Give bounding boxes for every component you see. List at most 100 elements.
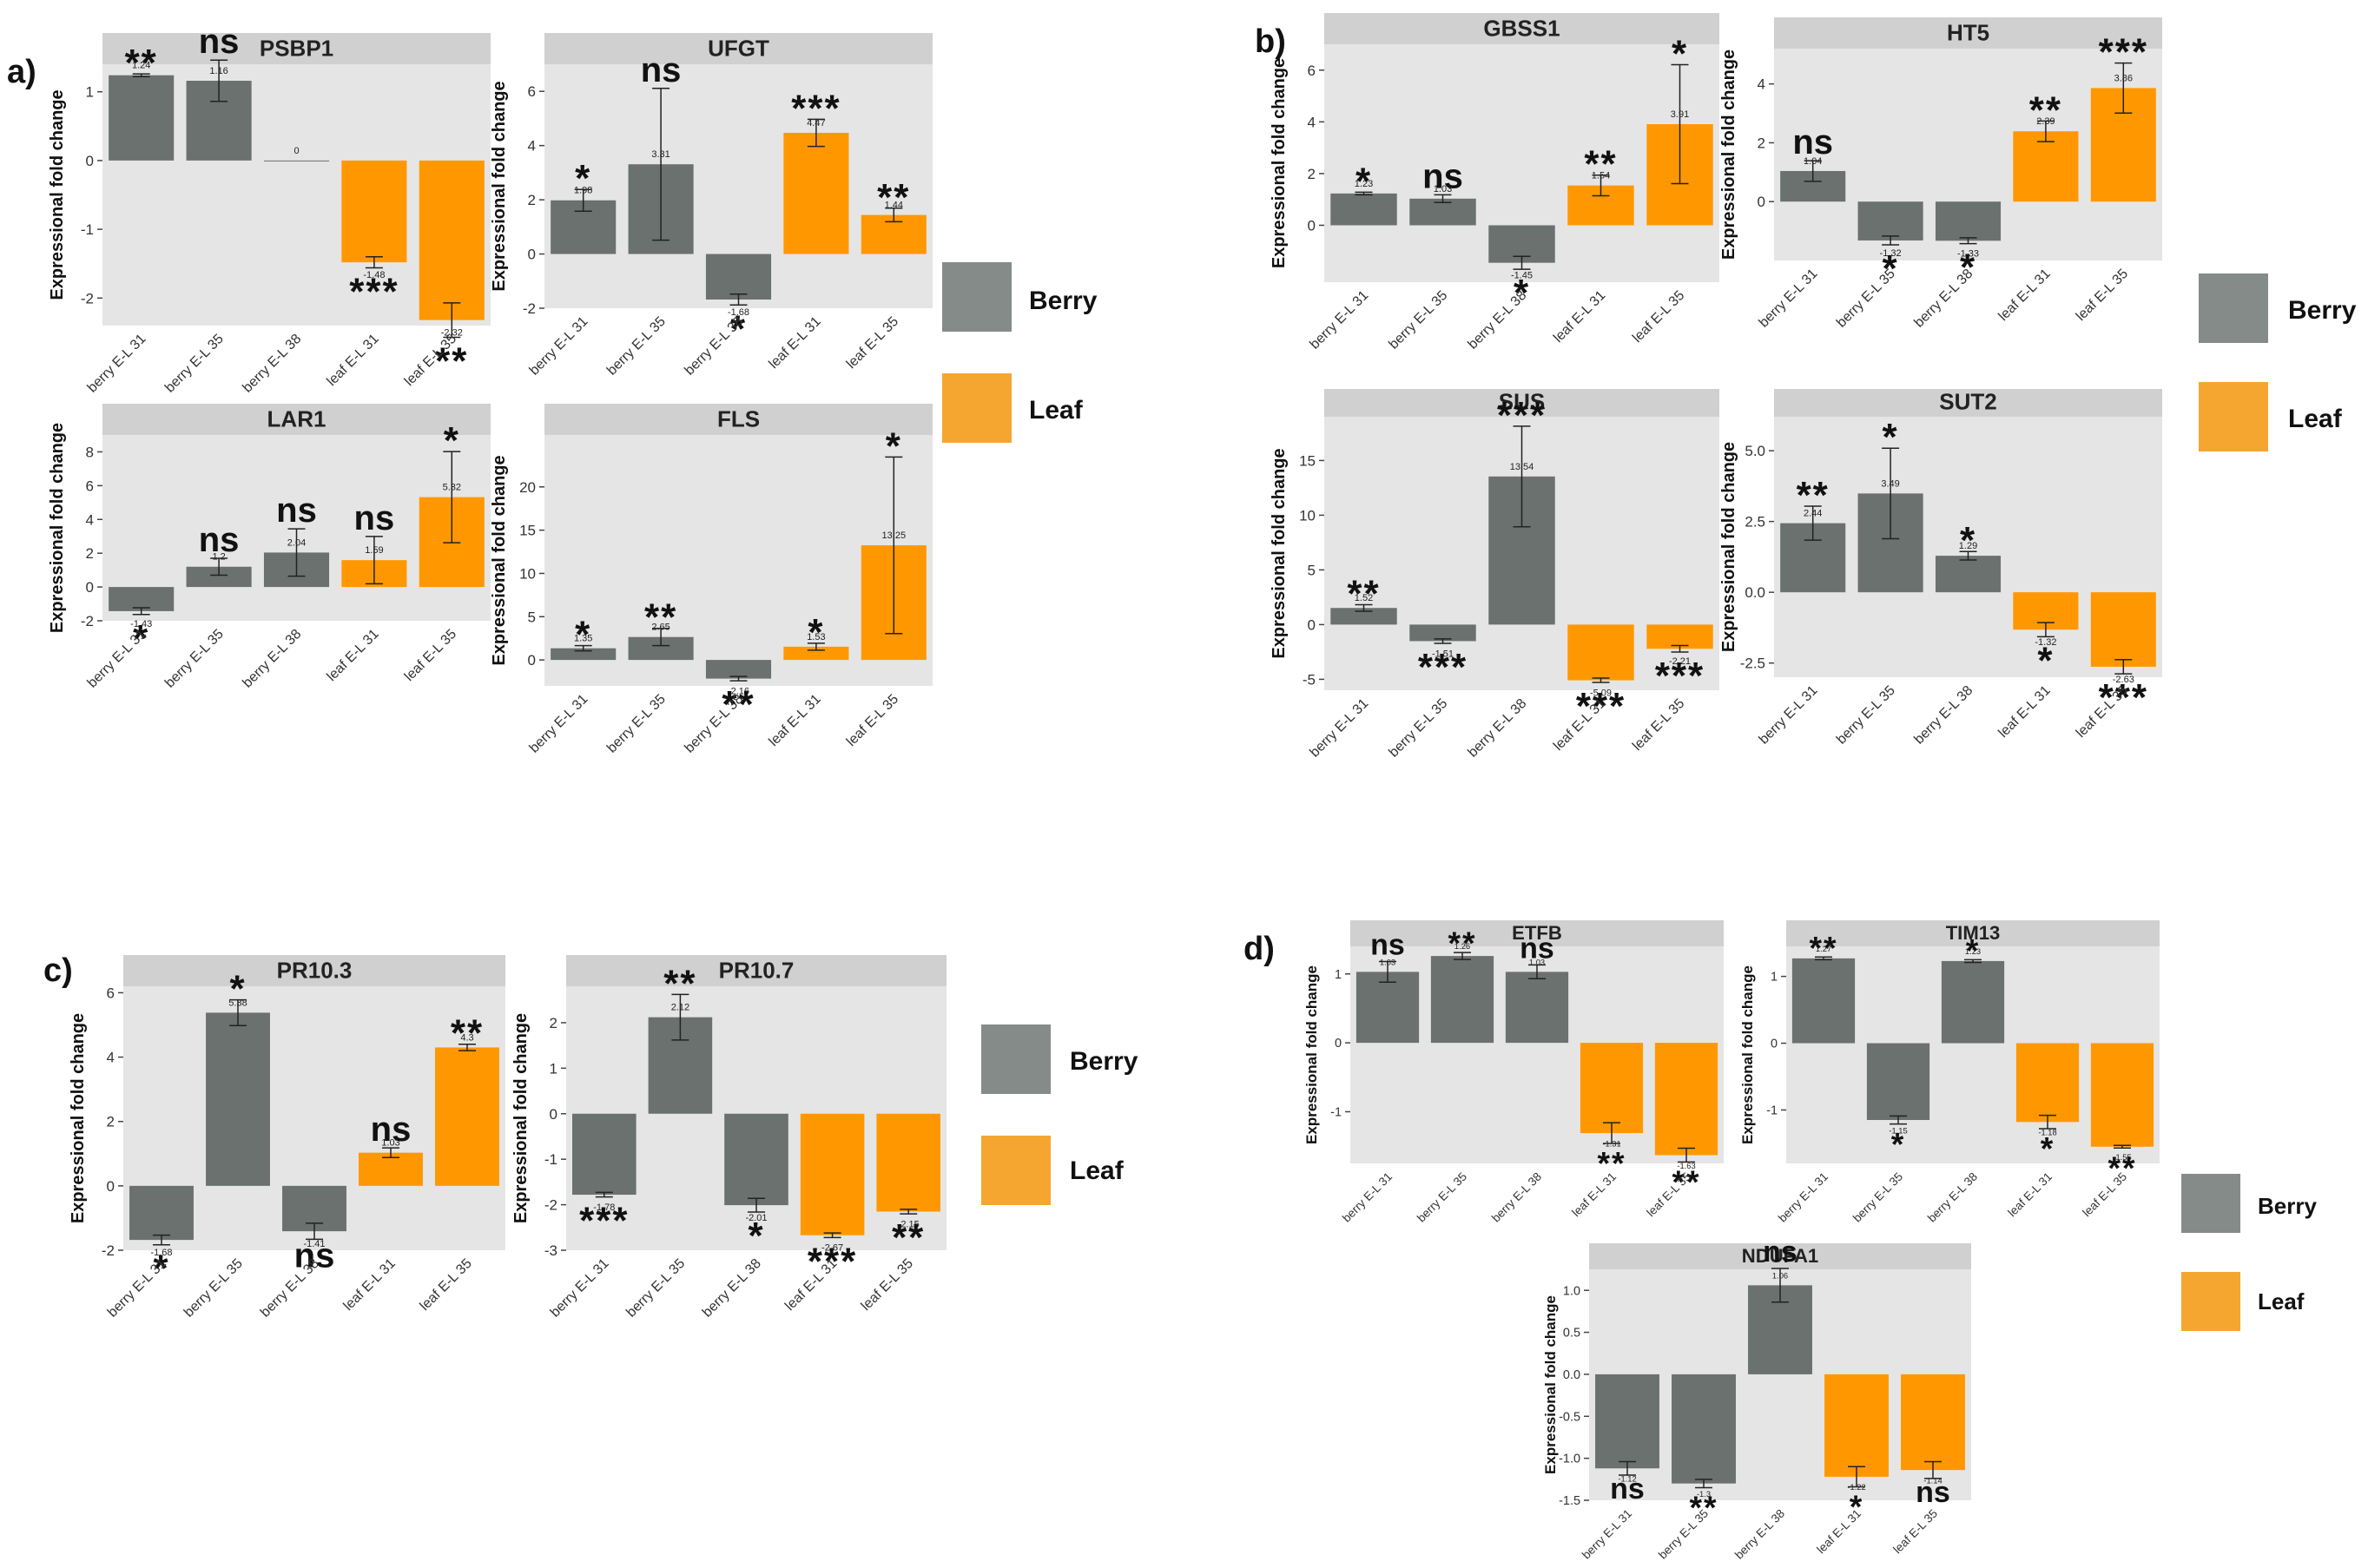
y-axis-label: Expressional fold change	[48, 423, 67, 633]
section-label-d: d)	[1243, 931, 1275, 967]
section-labels: a) b) c) d)	[7, 23, 1286, 989]
significance-mark: *	[575, 157, 591, 200]
value-label: 1.04	[1804, 156, 1822, 167]
x-tick-label: berry E-L 31	[1307, 696, 1371, 761]
x-tick-label: berry E-L 31	[1340, 1170, 1395, 1225]
x-tick-label: leaf E-L 35	[2074, 267, 2131, 324]
significance-mark: **	[1689, 1489, 1718, 1525]
x-tick-label: berry E-L 35	[1386, 696, 1450, 761]
chart-title: GBSS1	[1483, 16, 1560, 42]
chart-strip	[1589, 1243, 1971, 1269]
legend-label-berry: Berry	[2258, 1193, 2317, 1219]
chart-title: LAR1	[267, 406, 327, 432]
value-label: 1.52	[1355, 593, 1373, 603]
bar-undefined	[783, 646, 849, 661]
y-tick-label: 4	[86, 511, 94, 528]
value-label: 1.29	[1959, 541, 1977, 551]
significance-mark: *	[2041, 1130, 2055, 1167]
significance-mark: *	[229, 968, 246, 1011]
y-tick-label: 6	[528, 83, 536, 100]
chart-title: HT5	[1947, 20, 1989, 46]
y-tick-label: 15	[1299, 452, 1316, 469]
section-label-c: c)	[43, 952, 73, 989]
y-axis-label: Expressional fold change	[1303, 965, 1320, 1144]
y-tick-label: 10	[519, 565, 536, 582]
legend-label-berry: Berry	[2288, 296, 2357, 325]
y-tick-label: -1	[1766, 1104, 1778, 1118]
y-tick-label: 2	[528, 192, 536, 208]
y-tick-label: 6	[107, 985, 115, 1001]
x-tick-label: berry E-L 31	[527, 314, 591, 379]
y-axis-label: Expressional fold change	[490, 455, 509, 665]
value-label: -1.68	[150, 1248, 172, 1258]
significance-mark: ***	[2099, 676, 2148, 719]
y-tick-label: 0	[1308, 217, 1316, 234]
y-tick-label: -2	[102, 1242, 115, 1259]
chart-strip	[544, 404, 933, 435]
y-axis-label: Expressional fold change	[1739, 965, 1756, 1144]
y-tick-label: 1	[86, 84, 94, 101]
y-tick-label: 0	[528, 652, 536, 669]
y-tick-label: 0	[1308, 616, 1316, 633]
significance-mark: *	[1960, 519, 1976, 562]
chart-pr10-7: PR10.7 -3 -2 -1 0 1 2 Expressional fold change -…	[511, 955, 947, 1321]
chart-strip	[1324, 13, 1719, 44]
value-label: 1.23	[1965, 947, 1981, 956]
bar-undefined	[705, 660, 772, 679]
significance-mark: ns	[276, 491, 317, 530]
significance-mark: *	[1883, 416, 1899, 458]
x-tick-label: berry E-L 38	[1911, 267, 1976, 331]
bar-undefined	[2090, 1043, 2154, 1147]
value-label: -2.15	[898, 1219, 920, 1229]
value-label: 1.98	[574, 186, 592, 196]
x-tick-label: berry E-L 31	[1757, 267, 1821, 331]
x-tick-label: leaf E-L 35	[844, 692, 901, 749]
value-label: -1.48	[363, 270, 385, 280]
significance-mark: *	[2037, 639, 2054, 682]
x-tick-label: berry E-L 35	[181, 1256, 246, 1321]
significance-mark: **	[1672, 1163, 1700, 1200]
significance-mark: *	[153, 1248, 169, 1290]
chart-title: PR10.3	[277, 958, 353, 984]
significance-mark: **	[451, 1012, 484, 1055]
legend-swatch-berry	[2181, 1174, 2240, 1233]
x-tick-label: leaf E-L 31	[766, 314, 823, 372]
x-tick-label: leaf E-L 31	[1814, 1507, 1863, 1557]
y-tick-label: 5	[1308, 562, 1316, 578]
chart-lar1: LAR1 -2 0 2 4 6 8 Expressional fold change -1.43…	[48, 404, 491, 691]
y-tick-label: -1	[544, 1151, 557, 1168]
significance-mark: **	[1797, 474, 1830, 517]
x-tick-label: leaf E-L 35	[2080, 1170, 2129, 1220]
value-label: -1.12	[1618, 1475, 1636, 1484]
y-axis-label: Expressional fold change	[490, 81, 509, 291]
bar-undefined	[1866, 1043, 1930, 1120]
bar-undefined	[2015, 1043, 2080, 1123]
value-label: -1.45	[1511, 271, 1533, 281]
legend-swatch-berry	[981, 1024, 1051, 1094]
significance-mark: ns	[1792, 123, 1833, 161]
x-tick-label: leaf E-L 31	[1551, 288, 1608, 346]
value-label: -1.63	[1677, 1162, 1695, 1170]
section-label-a: a)	[7, 54, 36, 90]
x-tick-label: leaf E-L 35	[844, 314, 901, 372]
bar-undefined	[1935, 201, 2002, 241]
bar-undefined	[724, 1113, 788, 1206]
section-label-b: b)	[1255, 23, 1286, 60]
legend-swatch-leaf	[2199, 382, 2268, 451]
bar-undefined	[1672, 1374, 1736, 1484]
x-tick-label: berry E-L 31	[1757, 683, 1821, 748]
value-label: 1.2	[212, 552, 225, 563]
x-tick-label: berry E-L 38	[1465, 696, 1529, 761]
bar-undefined	[705, 254, 772, 300]
y-tick-label: 0	[1771, 1038, 1778, 1051]
x-tick-label: berry E-L 35	[1850, 1170, 1905, 1225]
y-tick-label: 0	[550, 1106, 557, 1123]
value-label: -1.68	[728, 307, 749, 318]
value-label: 2.04	[287, 537, 306, 548]
significance-mark: **	[877, 176, 910, 219]
bar-undefined	[1935, 556, 2002, 593]
